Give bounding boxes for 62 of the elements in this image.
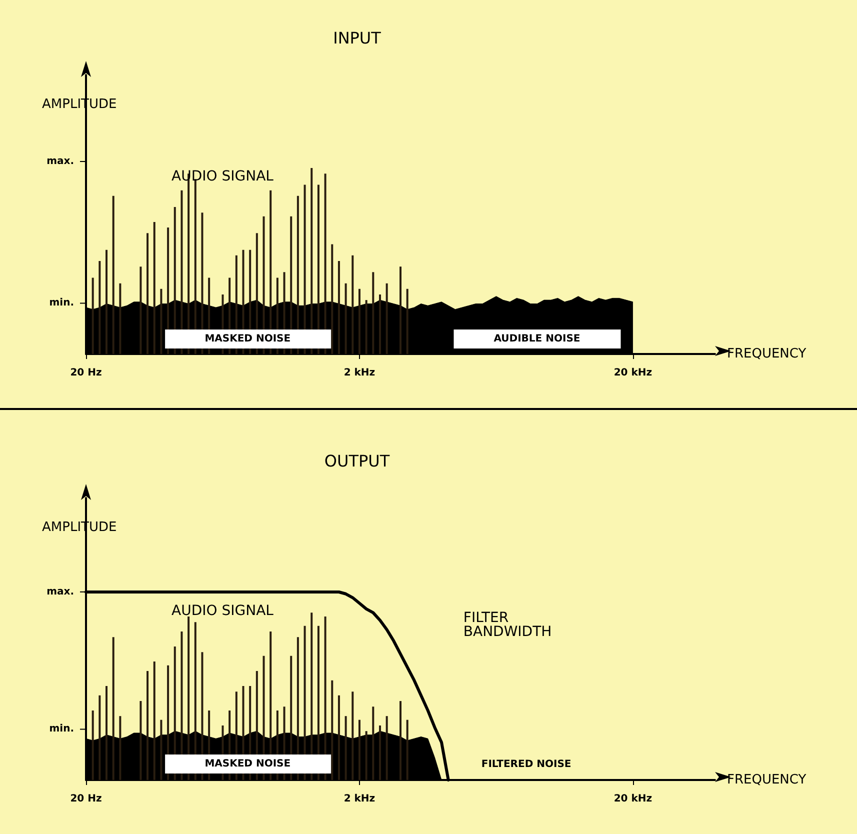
bar: [146, 670, 149, 780]
x-axis-title: FREQUENCY: [727, 346, 806, 362]
bar: [160, 720, 162, 780]
bar: [338, 261, 340, 354]
x-tick-label: 2 kHz: [344, 794, 376, 804]
chart-title: INPUT: [333, 28, 382, 48]
bar: [324, 174, 326, 354]
bar: [153, 662, 156, 780]
bar: [106, 686, 108, 780]
x-tick-label: 2 kHz: [344, 368, 376, 378]
bar: [119, 283, 122, 354]
bar: [365, 731, 368, 780]
x-tick-label: 20 kHz: [614, 368, 652, 378]
bar: [106, 250, 108, 354]
bar: [358, 288, 360, 354]
bar: [400, 701, 402, 780]
x-tick-label: 20 Hz: [70, 368, 102, 378]
bar: [358, 720, 360, 780]
text: min.: [49, 724, 74, 735]
bar: [119, 716, 122, 780]
bar: [98, 695, 101, 780]
x-tick-label: 20 kHz: [614, 794, 652, 804]
bar: [352, 692, 354, 780]
bar: [98, 261, 101, 354]
bar: [338, 695, 340, 780]
bar: [140, 266, 142, 354]
bar: [140, 701, 142, 780]
x-tick-label: 20 Hz: [70, 794, 102, 804]
text: min.: [49, 298, 74, 309]
bar: [406, 720, 408, 780]
bar: [365, 300, 368, 354]
label-box: AUDIBLE NOISE: [454, 329, 620, 348]
annotation: AUDIO SIGNAL: [172, 602, 274, 619]
chart-title: OUTPUT: [324, 452, 390, 470]
bar: [400, 266, 402, 354]
bar: [331, 244, 334, 354]
bar: [386, 283, 388, 354]
bar: [386, 716, 388, 780]
bar: [378, 294, 381, 354]
annotation: FILTER BANDWIDTH: [463, 610, 552, 640]
text: max.: [46, 156, 74, 167]
label-box: MASKED NOISE: [164, 754, 331, 774]
bar: [406, 288, 408, 354]
label-box: MASKED NOISE: [164, 329, 331, 348]
bar: [153, 222, 156, 354]
annotation: FILTERED NOISE: [481, 758, 572, 770]
bar: [372, 272, 374, 354]
bar: [331, 680, 334, 780]
bar: [160, 288, 162, 354]
bar: [310, 168, 313, 354]
bar: [378, 725, 381, 780]
bar: [344, 283, 347, 354]
bar: [344, 716, 347, 780]
bar: [372, 706, 374, 780]
bar: [352, 255, 354, 354]
bar: [92, 278, 94, 354]
bar: [92, 710, 94, 780]
bar: [146, 233, 149, 354]
x-axis-title: FREQUENCY: [727, 772, 806, 788]
text: max.: [46, 586, 74, 598]
bar: [112, 637, 114, 780]
bar: [112, 196, 114, 354]
